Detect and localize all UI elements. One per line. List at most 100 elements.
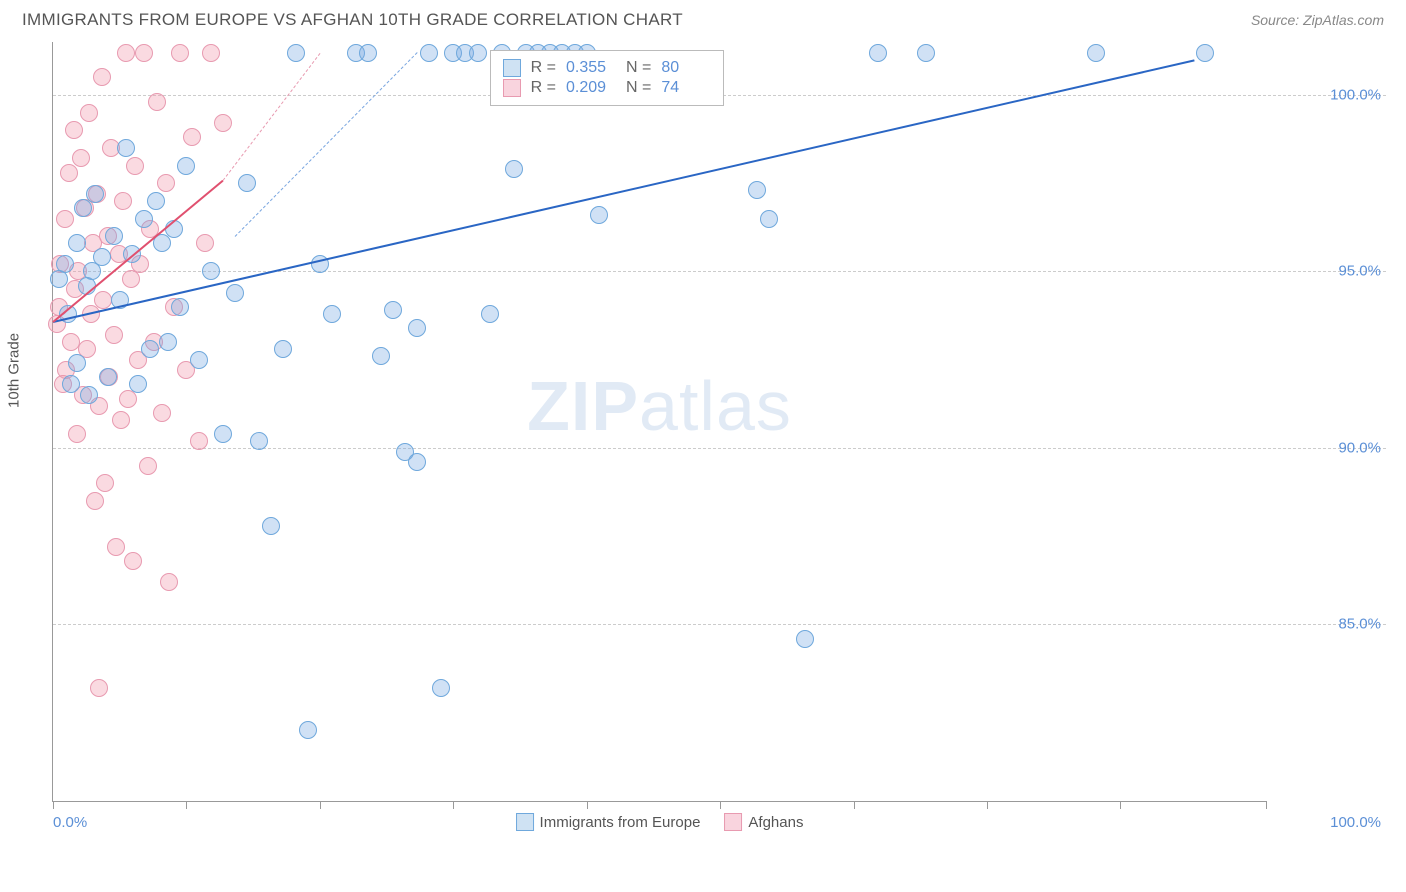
data-point xyxy=(60,164,78,182)
data-point xyxy=(171,44,189,62)
data-point xyxy=(139,457,157,475)
x-tick xyxy=(453,801,454,809)
data-point xyxy=(112,411,130,429)
data-point xyxy=(159,333,177,351)
data-point xyxy=(68,354,86,372)
legend-n-label: N = xyxy=(626,79,651,97)
data-point xyxy=(86,185,104,203)
data-point xyxy=(202,262,220,280)
x-tick xyxy=(720,801,721,809)
data-point xyxy=(74,199,92,217)
data-point xyxy=(117,139,135,157)
y-tick-label: 85.0% xyxy=(1338,616,1381,633)
data-point xyxy=(1196,44,1214,62)
x-tick xyxy=(186,801,187,809)
data-point xyxy=(590,206,608,224)
data-point xyxy=(56,210,74,228)
chart-title: IMMIGRANTS FROM EUROPE VS AFGHAN 10TH GR… xyxy=(22,10,683,30)
legend-r-label: R = xyxy=(531,79,556,97)
data-point xyxy=(68,425,86,443)
data-point xyxy=(68,234,86,252)
data-point xyxy=(105,326,123,344)
grid-line xyxy=(53,271,1386,272)
x-tick xyxy=(1266,801,1267,809)
series-legend: Immigrants from Europe Afghans xyxy=(516,813,804,831)
data-point xyxy=(126,157,144,175)
data-point xyxy=(262,517,280,535)
y-tick-label: 95.0% xyxy=(1338,263,1381,280)
data-point xyxy=(117,44,135,62)
data-point xyxy=(72,149,90,167)
data-point xyxy=(62,375,80,393)
data-point xyxy=(94,291,112,309)
correlation-legend: R = 0.355 N = 80 R = 0.209 N = 74 xyxy=(490,50,725,106)
legend-swatch xyxy=(503,79,521,97)
legend-n-value: 80 xyxy=(661,59,711,77)
data-point xyxy=(90,679,108,697)
data-point xyxy=(420,44,438,62)
legend-swatch xyxy=(724,813,742,831)
data-point xyxy=(481,305,499,323)
data-point xyxy=(323,305,341,323)
data-point xyxy=(93,68,111,86)
data-point xyxy=(114,192,132,210)
data-point xyxy=(65,121,83,139)
source-label: Source: ZipAtlas.com xyxy=(1251,12,1384,28)
data-point xyxy=(274,340,292,358)
legend-item: Immigrants from Europe xyxy=(516,813,701,831)
legend-swatch xyxy=(516,813,534,831)
data-point xyxy=(190,432,208,450)
data-point xyxy=(105,227,123,245)
legend-r-value: 0.355 xyxy=(566,59,616,77)
watermark: ZIPatlas xyxy=(527,366,792,446)
chart-header: IMMIGRANTS FROM EUROPE VS AFGHAN 10TH GR… xyxy=(0,0,1406,34)
data-point xyxy=(80,104,98,122)
legend-row: R = 0.209 N = 74 xyxy=(503,79,712,97)
x-tick xyxy=(320,801,321,809)
data-point xyxy=(505,160,523,178)
data-point xyxy=(196,234,214,252)
data-point xyxy=(869,44,887,62)
data-point xyxy=(124,552,142,570)
trend-line xyxy=(223,53,321,181)
x-tick xyxy=(1120,801,1121,809)
data-point xyxy=(93,248,111,266)
x-tick xyxy=(587,801,588,809)
legend-item: Afghans xyxy=(724,813,803,831)
data-point xyxy=(432,679,450,697)
data-point xyxy=(99,368,117,386)
data-point xyxy=(359,44,377,62)
x-tick-label: 100.0% xyxy=(1330,814,1381,831)
data-point xyxy=(796,630,814,648)
data-point xyxy=(157,174,175,192)
data-point xyxy=(183,128,201,146)
legend-n-value: 74 xyxy=(661,79,711,97)
data-point xyxy=(147,192,165,210)
data-point xyxy=(372,347,390,365)
data-point xyxy=(86,492,104,510)
data-point xyxy=(250,432,268,450)
data-point xyxy=(107,538,125,556)
x-tick xyxy=(53,801,54,809)
x-tick xyxy=(854,801,855,809)
grid-line xyxy=(53,624,1386,625)
x-tick xyxy=(987,801,988,809)
data-point xyxy=(748,181,766,199)
x-tick-label: 0.0% xyxy=(53,814,87,831)
data-point xyxy=(238,174,256,192)
data-point xyxy=(202,44,220,62)
data-point xyxy=(177,157,195,175)
data-point xyxy=(214,425,232,443)
watermark-light: atlas xyxy=(639,367,792,445)
data-point xyxy=(408,319,426,337)
data-point xyxy=(80,386,98,404)
legend-r-label: R = xyxy=(531,59,556,77)
data-point xyxy=(408,453,426,471)
data-point xyxy=(171,298,189,316)
watermark-bold: ZIP xyxy=(527,367,639,445)
data-point xyxy=(153,404,171,422)
legend-label: Immigrants from Europe xyxy=(540,814,701,831)
legend-r-value: 0.209 xyxy=(566,79,616,97)
data-point xyxy=(148,93,166,111)
data-point xyxy=(299,721,317,739)
